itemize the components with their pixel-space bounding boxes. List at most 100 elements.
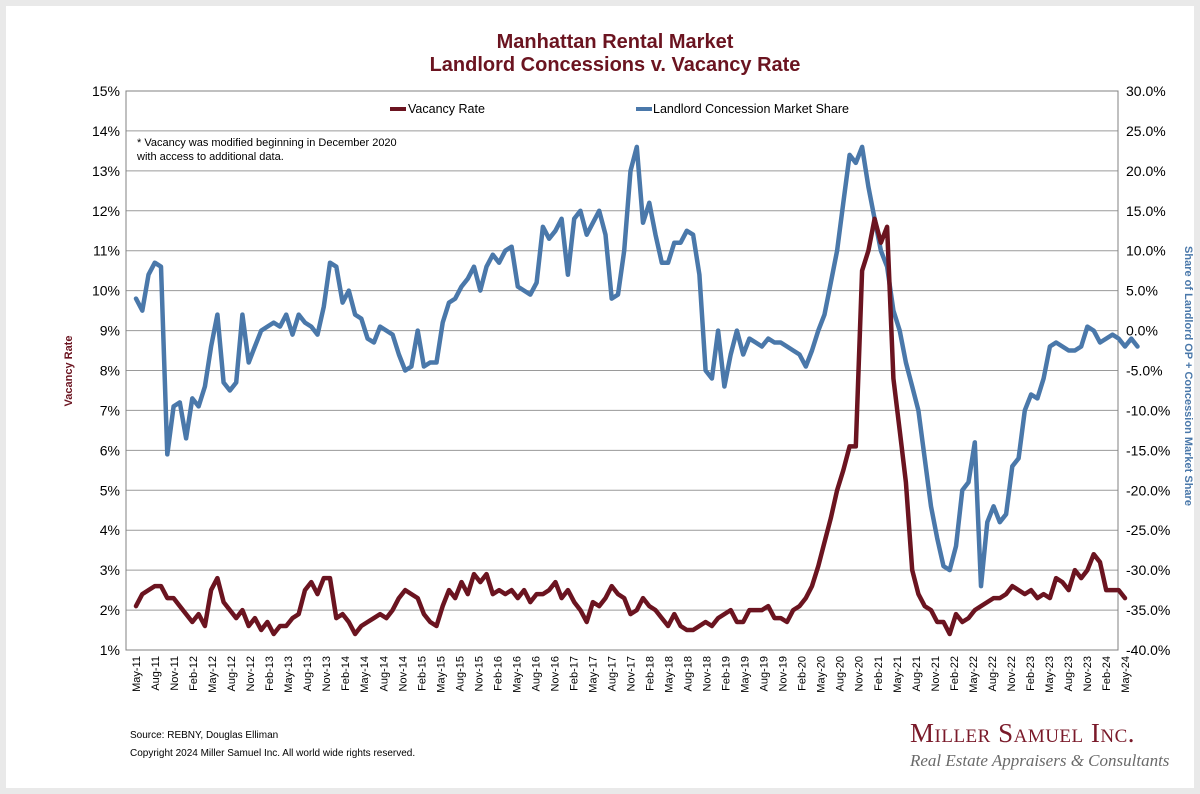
left-tick-label: 9% <box>100 323 120 339</box>
x-tick-label: Feb-18 <box>645 656 657 691</box>
x-tick-label: Nov-23 <box>1082 656 1094 691</box>
x-tick-label: Nov-16 <box>549 656 561 691</box>
plot-area-border <box>125 90 1119 651</box>
x-tick-label: Feb-22 <box>949 656 961 691</box>
chart-title: Manhattan Rental Market <box>497 31 734 53</box>
chart-note-line-2: with access to additional data. <box>136 151 284 163</box>
x-tick-label: Nov-18 <box>702 656 714 691</box>
x-tick-label: Aug-22 <box>987 656 999 691</box>
x-tick-label: Nov-20 <box>854 656 866 691</box>
gridlines <box>126 130 1118 611</box>
left-tick-label: 11% <box>93 243 120 259</box>
x-tick-label: May-17 <box>587 656 599 693</box>
right-tick-label: -15.0% <box>1126 442 1170 458</box>
x-tick-label: Nov-11 <box>169 656 181 691</box>
left-tick-label: 13% <box>92 163 120 179</box>
chart-note-line-1: * Vacancy was modified beginning in Dece… <box>137 137 397 149</box>
left-tick-label: 14% <box>92 123 120 139</box>
x-tick-label: Feb-15 <box>416 656 428 691</box>
x-tick-label: Feb-12 <box>188 656 200 691</box>
x-tick-label: May-23 <box>1044 656 1056 693</box>
x-tick-label: Feb-13 <box>264 656 276 691</box>
x-tick-label: Feb-21 <box>873 656 885 691</box>
x-tick-label: May-24 <box>1120 656 1132 693</box>
legend-label-concession: Landlord Concession Market Share <box>653 102 849 116</box>
x-tick-label: Aug-11 <box>150 656 162 691</box>
right-tick-label: -35.0% <box>1126 602 1170 618</box>
x-tick-label: May-15 <box>435 656 447 693</box>
x-tick-label: Aug-18 <box>683 656 695 691</box>
x-axis: May-11 Aug-11 Nov-11 Feb-12 May-12 Aug-12 Nov-… <box>131 656 1132 693</box>
x-tick-label: May-20 <box>816 656 828 693</box>
right-tick-label: -25.0% <box>1126 522 1170 538</box>
x-tick-label: Nov-21 <box>930 656 942 691</box>
right-tick-label: 0.0% <box>1126 323 1158 339</box>
left-tick-label: 2% <box>100 602 120 618</box>
right-tick-label: -30.0% <box>1126 562 1170 578</box>
x-tick-label: Feb-17 <box>568 656 580 691</box>
x-tick-label: May-12 <box>207 656 219 693</box>
x-tick-label: Aug-14 <box>378 656 390 691</box>
x-tick-label: Aug-12 <box>226 656 238 691</box>
source-note: Source: REBNY, Douglas Elliman <box>130 730 279 741</box>
left-axis-label: Vacancy Rate <box>63 336 75 407</box>
right-tick-label: -40.0% <box>1126 642 1170 658</box>
right-tick-label: -5.0% <box>1126 363 1163 379</box>
x-tick-label: May-19 <box>740 656 752 693</box>
left-axis: 1% 2% 3% 4% 5% 6% 7% 8% 9% 10% 11% 12% 13% 14% 15% <box>92 83 120 658</box>
right-tick-label: 20.0% <box>1126 163 1166 179</box>
x-tick-label: Aug-23 <box>1063 656 1075 691</box>
legend: Vacancy Rate Landlord Concession Market … <box>390 102 849 116</box>
x-tick-label: Aug-17 <box>606 656 618 691</box>
x-tick-label: Feb-24 <box>1101 656 1113 691</box>
x-tick-label: Nov-19 <box>778 656 790 691</box>
x-tick-label: May-14 <box>359 656 371 693</box>
x-tick-label: Feb-14 <box>340 656 352 691</box>
x-tick-label: Feb-23 <box>1025 656 1037 691</box>
x-tick-label: Nov-12 <box>245 656 257 691</box>
x-tick-label: Aug-15 <box>454 656 466 691</box>
series-line-vacancy-rate <box>133 216 1128 637</box>
left-tick-label: 6% <box>100 442 120 458</box>
right-tick-label: 10.0% <box>1126 243 1166 259</box>
x-tick-label: Nov-22 <box>1006 656 1018 691</box>
left-tick-label: 10% <box>92 283 120 299</box>
x-tick-label: Nov-17 <box>626 656 638 691</box>
x-tick-label: Aug-13 <box>302 656 314 691</box>
left-tick-label: 5% <box>100 482 120 498</box>
x-tick-label: Aug-21 <box>911 656 923 691</box>
right-tick-label: 5.0% <box>1126 283 1158 299</box>
series-layer <box>133 144 1140 637</box>
series-line-concession-share <box>133 144 1140 589</box>
left-tick-label: 4% <box>100 522 120 538</box>
right-tick-label: 25.0% <box>1126 123 1166 139</box>
brand-name: Miller Samuel Inc. <box>910 718 1136 748</box>
x-tick-label: Aug-19 <box>759 656 771 691</box>
x-tick-label: May-22 <box>968 656 980 693</box>
brand-tagline: Real Estate Appraisers & Consultants <box>910 751 1170 770</box>
x-tick-label: May-18 <box>664 656 676 693</box>
left-tick-label: 12% <box>92 203 120 219</box>
left-tick-label: 1% <box>100 642 120 658</box>
x-tick-label: May-13 <box>283 656 295 693</box>
x-tick-label: May-11 <box>131 656 143 692</box>
x-tick-label: Aug-16 <box>530 656 542 691</box>
left-tick-label: 7% <box>100 402 120 418</box>
right-axis: -40.0% -35.0% -30.0% -25.0% -20.0% -15.0% -10.… <box>1126 83 1170 658</box>
copyright-note: Copyright 2024 Miller Samuel Inc. All wo… <box>130 748 416 759</box>
x-tick-label: Feb-16 <box>492 656 504 691</box>
left-tick-label: 8% <box>100 363 120 379</box>
right-tick-label: -10.0% <box>1126 402 1170 418</box>
right-tick-label: 15.0% <box>1126 203 1166 219</box>
right-axis-label: Share of Landlord OP + Concession Market… <box>1182 246 1194 506</box>
chart-frame: Manhattan Rental Market Landlord Concess… <box>6 6 1194 788</box>
x-tick-label: Feb-19 <box>721 656 733 691</box>
x-tick-label: Nov-15 <box>473 656 485 691</box>
x-tick-label: Nov-13 <box>321 656 333 691</box>
left-tick-label: 15% <box>92 83 120 99</box>
x-tick-label: May-21 <box>892 656 904 693</box>
legend-label-vacancy: Vacancy Rate <box>408 102 485 116</box>
line-chart: Manhattan Rental Market Landlord Concess… <box>63 31 1194 693</box>
right-tick-label: -20.0% <box>1126 482 1170 498</box>
x-tick-label: Nov-14 <box>397 656 409 691</box>
